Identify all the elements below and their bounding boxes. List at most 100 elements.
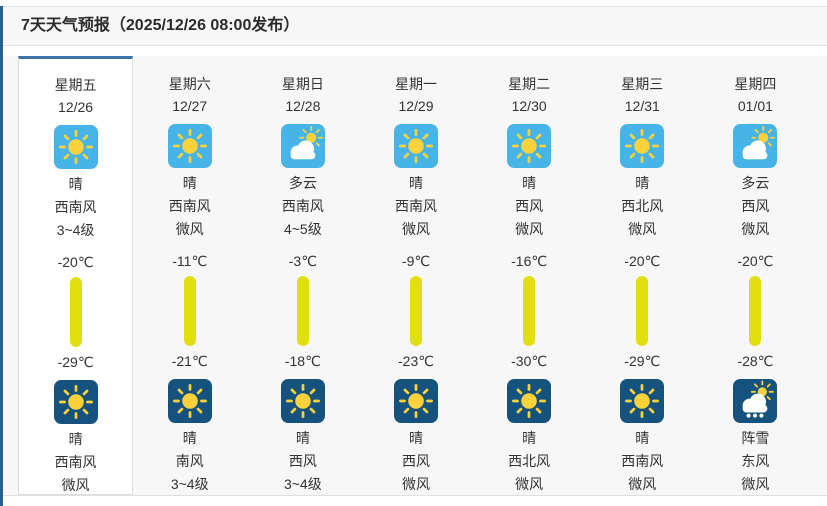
day-column[interactable]: 星期三 12/31 晴 西北风 微风 -20℃ -29℃ 晴 西南风 微风 xyxy=(586,56,699,495)
day-weather-icon xyxy=(53,125,98,169)
day-weather-icon xyxy=(280,124,325,168)
date-label: 12/27 xyxy=(172,98,208,114)
night-weather-icon xyxy=(167,379,212,423)
day-column[interactable]: 星期四 01/01 多云 西风 微风 -20℃ -28℃ 阵雪 东风 微风 xyxy=(699,56,812,495)
high-temp: -3℃ xyxy=(288,253,317,269)
temp-range-bar xyxy=(183,276,196,346)
day-condition-label: 晴 xyxy=(182,175,197,191)
night-condition-label: 晴 xyxy=(408,430,423,446)
night-wind-level: 微风 xyxy=(401,476,430,492)
night-weather-icon xyxy=(507,379,552,423)
date-label: 12/28 xyxy=(285,98,321,114)
day-wind-direction: 西风 xyxy=(515,198,544,214)
night-wind-level: 微风 xyxy=(628,476,657,492)
high-temp: -11℃ xyxy=(172,253,208,269)
low-temp: -21℃ xyxy=(171,353,208,369)
weekday-label: 星期三 xyxy=(621,76,664,92)
cloudy-icon xyxy=(280,124,325,168)
night-wind-level: 微风 xyxy=(741,476,770,492)
low-temp: -28℃ xyxy=(737,353,774,369)
night-wind-direction: 西南风 xyxy=(54,454,97,470)
day-column[interactable]: 星期二 12/30 晴 西风 微风 -16℃ -30℃ 晴 西北风 微风 xyxy=(473,56,586,495)
day-column[interactable]: 星期日 12/28 多云 西南风 4~5级 -3℃ -18℃ 晴 西风 3~4级 xyxy=(246,56,359,495)
sunny-icon xyxy=(507,124,552,168)
night-condition-label: 晴 xyxy=(68,431,83,447)
day-condition-label: 多云 xyxy=(288,175,317,191)
night-weather-icon xyxy=(53,380,98,424)
low-temp: -23℃ xyxy=(398,353,434,369)
high-temp: -20℃ xyxy=(737,253,774,269)
sunny-icon xyxy=(53,125,98,169)
day-wind-direction: 西北风 xyxy=(621,198,664,214)
night-weather-icon xyxy=(620,379,665,423)
night-condition-label: 晴 xyxy=(522,430,537,446)
day-weather-icon xyxy=(620,124,665,168)
day-condition-label: 多云 xyxy=(741,175,770,191)
sunny-night-icon xyxy=(167,379,212,423)
date-label: 01/01 xyxy=(737,98,773,114)
sunny-night-icon xyxy=(53,380,98,424)
weekday-label: 星期二 xyxy=(508,76,551,92)
day-condition-label: 晴 xyxy=(635,175,650,191)
night-wind-level: 3~4级 xyxy=(283,476,322,492)
night-wind-direction: 东风 xyxy=(741,453,770,469)
day-wind-level: 4~5级 xyxy=(283,221,322,237)
low-temp: -18℃ xyxy=(284,353,321,369)
night-wind-direction: 西南风 xyxy=(621,453,664,469)
temp-range-bar xyxy=(636,276,649,346)
sunny-night-icon xyxy=(620,379,665,423)
day-wind-direction: 西风 xyxy=(741,198,770,214)
night-condition-label: 晴 xyxy=(635,430,650,446)
night-wind-direction: 西风 xyxy=(401,453,430,469)
high-temp: -20℃ xyxy=(624,253,661,269)
forecast-grid: 星期五 12/26 晴 西南风 3~4级 -20℃ -29℃ 晴 西南风 微风 … xyxy=(3,56,827,496)
low-temp: -30℃ xyxy=(511,353,548,369)
high-temp: -16℃ xyxy=(511,253,548,269)
day-wind-level: 3~4级 xyxy=(56,222,95,238)
weekday-label: 星期五 xyxy=(54,77,97,93)
temp-range-bar xyxy=(523,276,536,346)
night-condition-label: 晴 xyxy=(295,430,310,446)
weather-widget: 7天天气预报（2025/12/26 08:00发布） 星期五 12/26 晴 西… xyxy=(3,6,827,496)
day-column[interactable]: 星期六 12/27 晴 西南风 微风 -11℃ -21℃ 晴 南风 3~4级 xyxy=(133,56,246,495)
high-temp: -20℃ xyxy=(57,254,94,270)
day-condition-label: 晴 xyxy=(408,175,423,191)
night-wind-direction: 西风 xyxy=(288,453,317,469)
day-condition-label: 晴 xyxy=(68,176,83,192)
sunny-icon xyxy=(167,124,212,168)
night-condition-label: 晴 xyxy=(182,430,197,446)
day-wind-level: 微风 xyxy=(628,221,657,237)
weekday-label: 星期六 xyxy=(168,76,211,92)
day-wind-direction: 西南风 xyxy=(281,198,324,214)
day-wind-direction: 西南风 xyxy=(168,198,211,214)
night-wind-direction: 南风 xyxy=(175,453,204,469)
day-wind-level: 微风 xyxy=(175,221,204,237)
forecast-title: 7天天气预报（2025/12/26 08:00发布） xyxy=(21,17,300,34)
day-weather-icon xyxy=(507,124,552,168)
day-column[interactable]: 星期一 12/29 晴 西南风 微风 -9℃ -23℃ 晴 西风 微风 xyxy=(359,56,472,495)
cloudy-icon xyxy=(733,124,778,168)
day-wind-level: 微风 xyxy=(401,221,430,237)
date-label: 12/29 xyxy=(398,98,434,114)
day-wind-direction: 西南风 xyxy=(54,199,97,215)
date-label: 12/30 xyxy=(511,98,547,114)
night-wind-level: 3~4级 xyxy=(170,476,209,492)
night-weather-icon xyxy=(393,379,438,423)
date-label: 12/26 xyxy=(58,99,94,115)
day-weather-icon xyxy=(393,124,438,168)
date-label: 12/31 xyxy=(624,98,660,114)
day-condition-label: 晴 xyxy=(522,175,537,191)
temp-range-bar xyxy=(69,277,82,347)
night-wind-direction: 西北风 xyxy=(508,453,551,469)
night-weather-icon xyxy=(280,379,325,423)
day-weather-icon xyxy=(733,124,778,168)
sunny-icon xyxy=(620,124,665,168)
weekday-label: 星期日 xyxy=(281,76,324,92)
night-wind-level: 微风 xyxy=(61,477,90,493)
day-wind-level: 微风 xyxy=(515,221,544,237)
day-wind-level: 微风 xyxy=(741,221,770,237)
day-wind-direction: 西南风 xyxy=(394,198,437,214)
temp-range-bar xyxy=(409,276,422,346)
sunny-icon xyxy=(393,124,438,168)
day-column[interactable]: 星期五 12/26 晴 西南风 3~4级 -20℃ -29℃ 晴 西南风 微风 xyxy=(18,56,134,495)
